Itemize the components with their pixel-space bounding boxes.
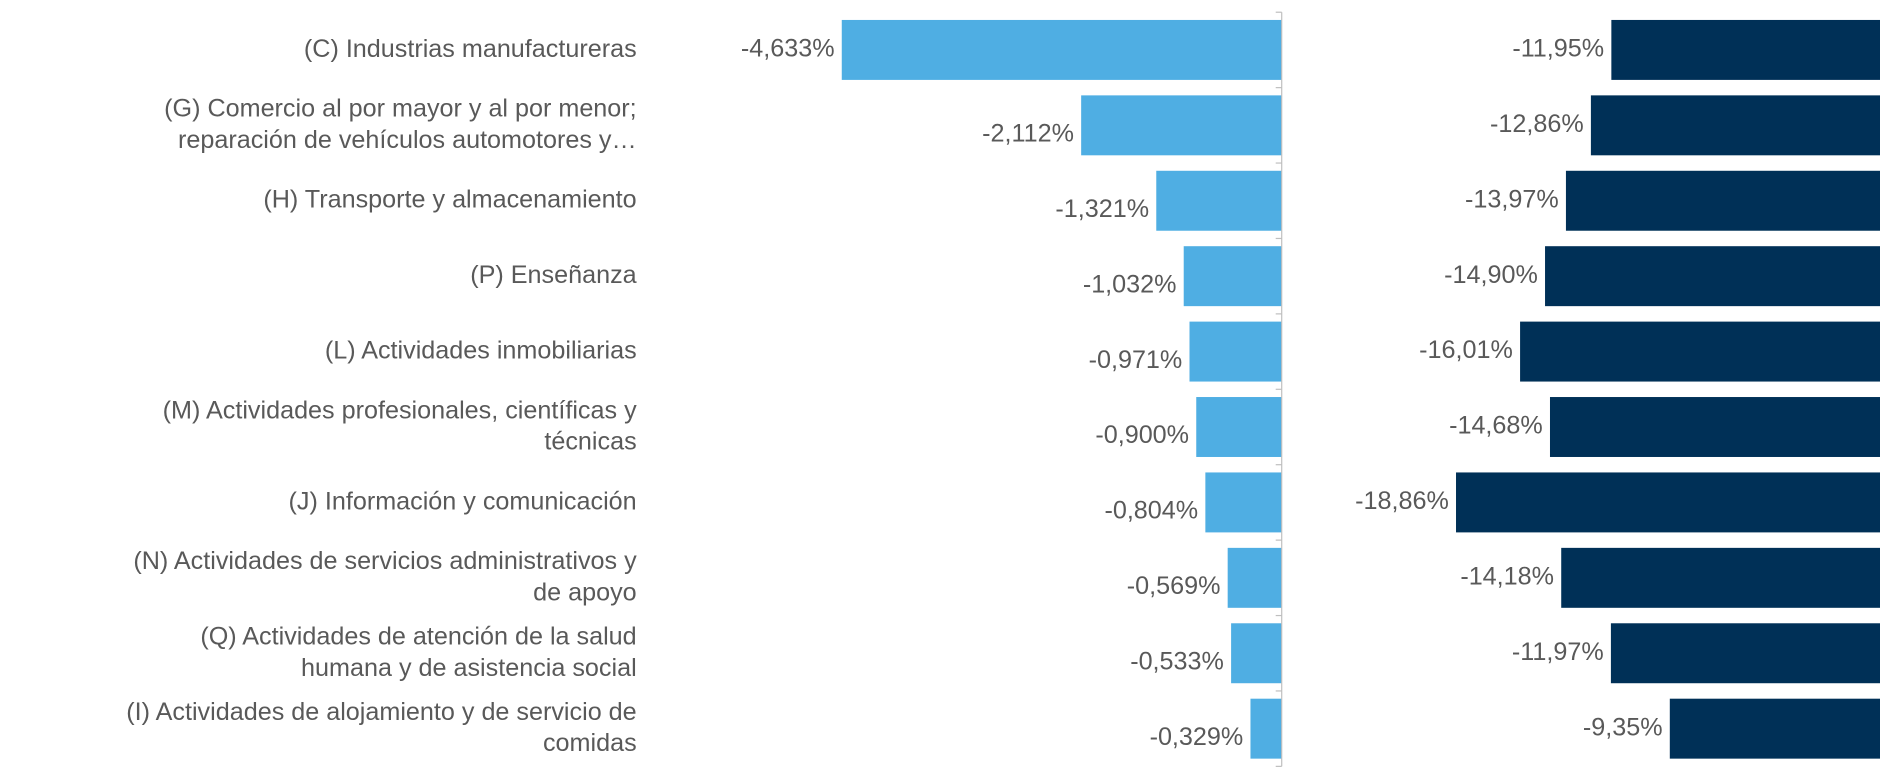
value-label: -11,95% xyxy=(1512,35,1604,63)
bar xyxy=(1549,397,1880,457)
value-label: -12,86% xyxy=(1490,110,1584,138)
value-label: -14,90% xyxy=(1444,261,1538,289)
value-label: -0,900% xyxy=(1095,421,1189,449)
bar xyxy=(1205,472,1282,533)
value-label: -0,329% xyxy=(1150,723,1244,751)
bar xyxy=(1227,547,1282,608)
bar xyxy=(1156,170,1282,231)
category-label: (I) Actividades de alojamiento y de serv… xyxy=(126,698,636,757)
value-label: -14,68% xyxy=(1449,412,1543,440)
category-label: (C) Industrias manufactureras xyxy=(304,35,637,63)
category-label: (H) Transporte y almacenamiento xyxy=(263,185,636,213)
category-label: (M) Actividades profesionales, científic… xyxy=(163,396,637,455)
category-label: (G) Comercio al por mayor y al por menor… xyxy=(164,94,637,153)
value-label: -1,032% xyxy=(1083,270,1177,298)
category-label: (P) Enseñanza xyxy=(470,261,636,289)
bar xyxy=(1231,623,1282,684)
bar xyxy=(1565,170,1880,231)
bar xyxy=(1183,246,1282,307)
value-label: -0,569% xyxy=(1127,572,1221,600)
value-label: -9,35% xyxy=(1583,713,1663,741)
bar xyxy=(1545,246,1880,307)
value-label: -0,971% xyxy=(1089,346,1183,374)
bar xyxy=(1669,698,1880,759)
bar xyxy=(1610,623,1880,684)
value-label: -2,112% xyxy=(982,120,1074,148)
value-label: -18,86% xyxy=(1355,487,1449,515)
category-label: (L) Actividades inmobiliarias xyxy=(325,336,637,364)
value-label: -14,18% xyxy=(1460,562,1554,590)
value-label: -16,01% xyxy=(1419,336,1513,364)
bar xyxy=(1081,95,1282,156)
bar xyxy=(1189,321,1282,382)
value-label: -0,804% xyxy=(1104,497,1198,525)
category-label: (N) Actividades de servicios administrat… xyxy=(133,547,637,606)
bar xyxy=(1250,698,1282,759)
category-label: (Q) Actividades de atención de la salud h… xyxy=(200,622,636,681)
bar xyxy=(841,19,1282,80)
bar xyxy=(1590,95,1880,156)
value-label: -4,633% xyxy=(741,35,835,63)
value-label: -13,97% xyxy=(1465,185,1559,213)
category-label: (J) Información y comunicación xyxy=(289,487,637,515)
bar xyxy=(1520,321,1880,382)
value-label: -0,533% xyxy=(1130,647,1224,675)
bar xyxy=(1456,472,1880,533)
bar xyxy=(1196,397,1282,457)
value-label: -1,321% xyxy=(1055,195,1149,223)
value-label: -11,97% xyxy=(1512,638,1604,666)
bar xyxy=(1561,547,1880,608)
bar xyxy=(1611,19,1880,80)
